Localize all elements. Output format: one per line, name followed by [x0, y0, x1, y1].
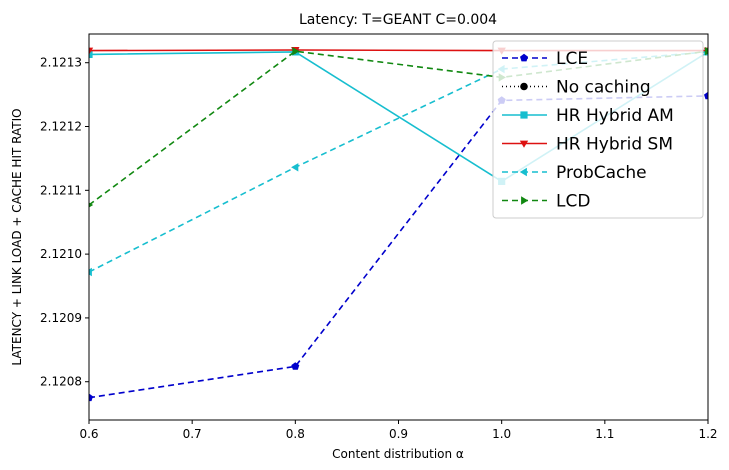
x-tick-label: 0.9 [389, 427, 408, 441]
legend-entry-hr-hybrid-sm: HR Hybrid SM [556, 135, 673, 155]
series-line-lce [89, 95, 708, 399]
data-point-lce [704, 91, 708, 100]
legend-marker-lce [520, 53, 528, 62]
legend-entry-lcd: LCD [556, 192, 590, 212]
legend-entry-hr-hybrid-am: HR Hybrid AM [556, 106, 674, 126]
legend: LCE No caching HR Hybrid AM HR Hybrid SM Pro… [492, 40, 704, 219]
y-tick-label: 2.1213 [40, 56, 82, 70]
y-tick-label: 2.1209 [40, 311, 82, 325]
y-tick-label: 2.1212 [40, 120, 82, 134]
x-axis: 0.6 0.7 0.8 0.9 1.0 1.1 1.2 [79, 420, 718, 441]
x-tick-label: 1.1 [595, 427, 614, 441]
legend-marker-lcd [521, 196, 529, 205]
legend-entry-lce: LCE [556, 49, 588, 69]
legend-box [492, 40, 704, 219]
y-tick-label: 2.1208 [40, 375, 82, 389]
legend-marker-hr-hybrid-am [520, 111, 528, 119]
legend-marker-probcache [519, 167, 527, 177]
data-point-hr-hybrid-sm [89, 47, 94, 55]
y-tick-label: 2.1211 [40, 183, 82, 197]
series-line-lcd [89, 50, 708, 206]
legend-marker-no-caching [520, 82, 528, 91]
y-axis: 2.1208 2.1209 2.1210 2.1211 2.1212 2.1213 [40, 56, 89, 389]
x-tick-label: 1.0 [492, 427, 511, 441]
data-point-lce [89, 393, 93, 402]
data-point-lcd [705, 47, 708, 56]
legend-entry-no-caching: No caching [556, 78, 651, 98]
y-tick-label: 2.1210 [40, 247, 82, 261]
x-tick-label: 0.8 [286, 427, 305, 441]
data-point-lcd [292, 47, 300, 56]
data-point-probcache [291, 163, 299, 172]
y-axis-label: LATENCY + LINK LOAD + CACHE HIT RATIO [10, 108, 24, 365]
x-tick-label: 0.7 [183, 427, 202, 441]
chart-title: Latency: T=GEANT C=0.004 [299, 12, 497, 28]
x-tick-label: 0.6 [79, 427, 98, 441]
legend-entry-probcache: ProbCache [556, 163, 647, 183]
x-tick-label: 1.2 [698, 427, 717, 441]
data-point-lce [291, 362, 300, 370]
x-axis-label: Content distribution α [332, 447, 464, 461]
data-point-hr-hybrid-am [89, 50, 93, 59]
data-point-lcd [89, 202, 94, 208]
legend-marker-hr-hybrid-sm [519, 140, 529, 148]
data-point-probcache [89, 267, 92, 277]
